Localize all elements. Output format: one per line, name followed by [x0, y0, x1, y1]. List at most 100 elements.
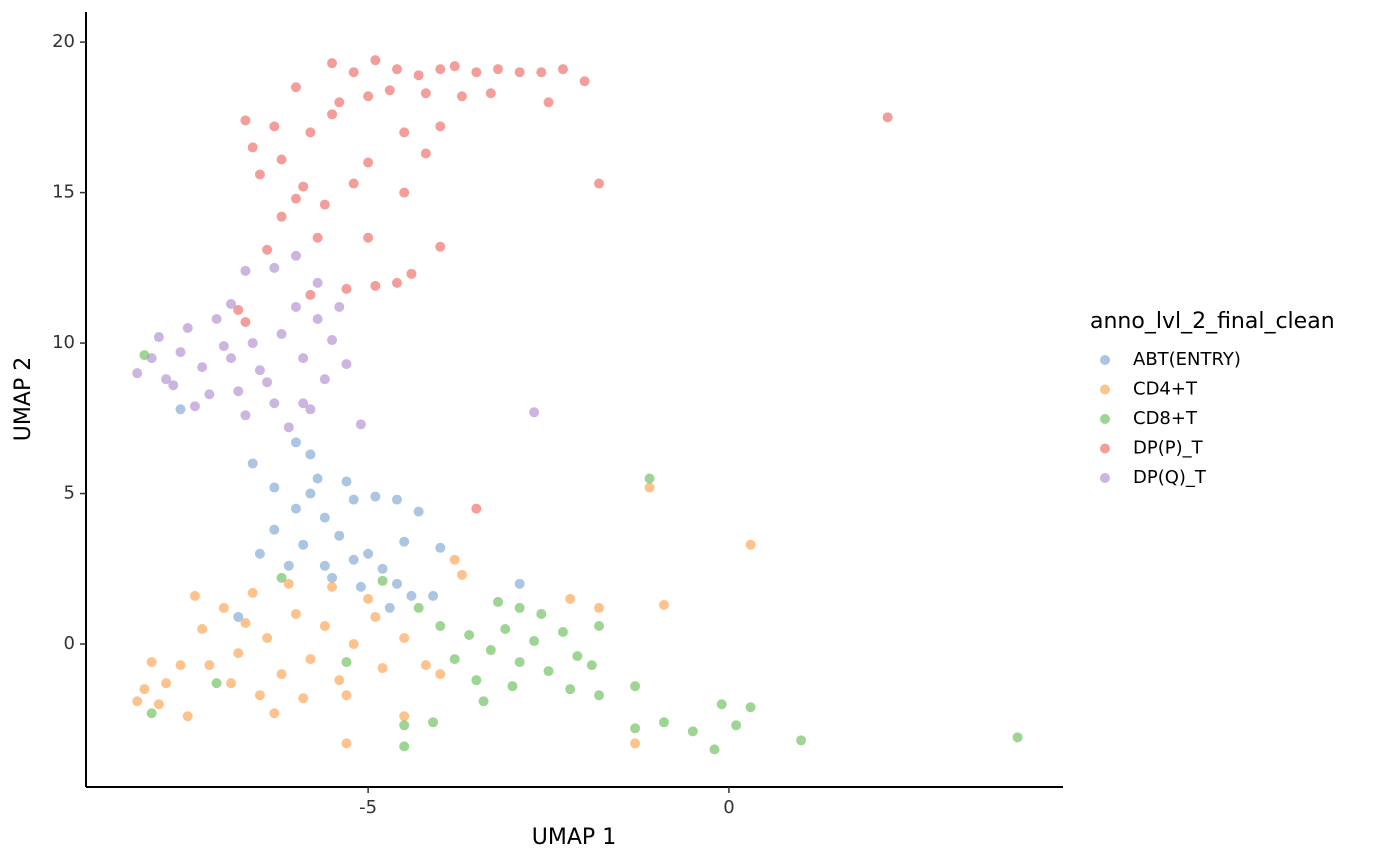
point: [428, 717, 439, 728]
point: [536, 67, 547, 78]
point: [276, 154, 287, 165]
point: [189, 590, 200, 601]
legend-label: CD8+T: [1133, 408, 1198, 429]
point: [384, 85, 395, 96]
point: [254, 690, 265, 701]
point: [348, 554, 359, 565]
point: [370, 280, 381, 291]
point: [420, 148, 431, 159]
point: [363, 548, 374, 559]
point: [557, 64, 568, 75]
point: [204, 660, 215, 671]
point: [644, 482, 655, 493]
point: [478, 696, 489, 707]
point: [644, 473, 655, 484]
point: [341, 657, 352, 668]
legend-marker: [1100, 443, 1110, 454]
y-tick-label: 0: [64, 633, 75, 654]
point: [153, 332, 164, 343]
point: [391, 494, 402, 505]
point: [420, 88, 431, 99]
point: [745, 539, 756, 550]
point: [658, 599, 669, 610]
point: [363, 157, 374, 168]
point: [269, 708, 280, 719]
point: [327, 572, 338, 583]
point: [348, 67, 359, 78]
point: [233, 304, 244, 315]
point: [298, 353, 309, 364]
point: [175, 404, 186, 415]
point: [298, 539, 309, 550]
point: [240, 410, 251, 421]
point: [269, 398, 280, 409]
point: [262, 377, 273, 388]
x-axis-title: UMAP 1: [532, 825, 616, 850]
point: [189, 401, 200, 412]
point: [161, 678, 172, 689]
point: [175, 347, 186, 358]
point: [240, 115, 251, 126]
point: [327, 335, 338, 346]
point: [514, 657, 525, 668]
point: [630, 681, 641, 692]
point: [247, 338, 258, 349]
point: [586, 660, 597, 671]
point: [377, 575, 388, 586]
point: [305, 127, 316, 138]
point: [153, 699, 164, 710]
point: [399, 127, 410, 138]
point: [226, 678, 237, 689]
point: [348, 639, 359, 650]
point: [146, 657, 157, 668]
point: [211, 313, 222, 324]
point: [399, 633, 410, 644]
point: [514, 578, 525, 589]
point: [334, 97, 345, 108]
point: [334, 530, 345, 541]
point: [406, 268, 417, 279]
point: [262, 633, 273, 644]
point: [485, 88, 496, 99]
point: [370, 491, 381, 502]
point: [312, 277, 323, 288]
point: [298, 181, 309, 192]
legend-marker: [1100, 384, 1110, 395]
point: [341, 738, 352, 749]
legend-label: CD4+T: [1133, 379, 1198, 400]
point: [435, 669, 446, 680]
point: [493, 596, 504, 607]
point: [197, 362, 208, 373]
point: [529, 407, 540, 418]
point: [305, 488, 316, 499]
point: [233, 648, 244, 659]
point: [327, 581, 338, 592]
point: [514, 67, 525, 78]
point: [399, 720, 410, 731]
point: [355, 581, 366, 592]
point: [290, 437, 301, 448]
point: [290, 193, 301, 204]
point: [435, 620, 446, 631]
point: [226, 298, 237, 309]
point: [557, 627, 568, 637]
point: [413, 602, 424, 613]
point: [204, 389, 215, 400]
point: [146, 353, 157, 364]
point: [240, 265, 251, 276]
point: [312, 473, 323, 484]
legend-label: DP(Q)_T: [1133, 467, 1207, 488]
point: [341, 283, 352, 294]
point: [514, 602, 525, 613]
point: [334, 675, 345, 686]
point: [276, 572, 287, 583]
point: [420, 660, 431, 671]
point: [529, 636, 540, 647]
point: [276, 211, 287, 222]
point: [745, 702, 756, 713]
legend-marker: [1100, 355, 1110, 365]
point: [1012, 732, 1023, 743]
point: [182, 711, 193, 722]
y-axis-title: UMAP 2: [11, 357, 36, 441]
